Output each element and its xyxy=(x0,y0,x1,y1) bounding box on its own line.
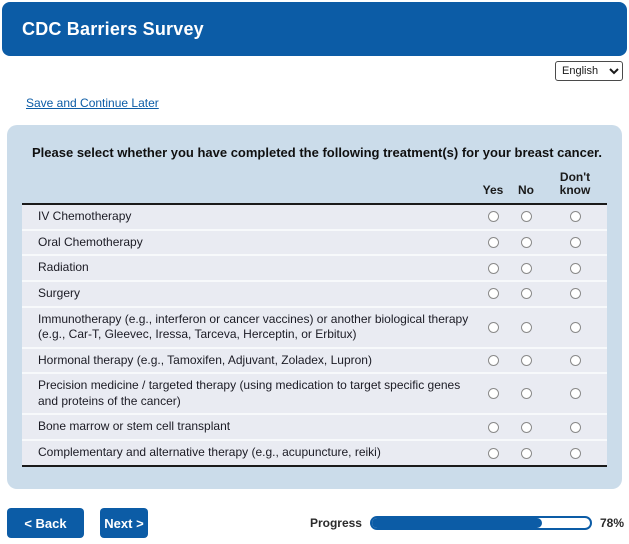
language-select[interactable]: English xyxy=(555,61,623,81)
question-panel: Please select whether you have completed… xyxy=(7,125,622,490)
treatment-label: Surgery xyxy=(38,285,81,300)
radio-yes[interactable] xyxy=(487,237,499,249)
radio-dontknow[interactable] xyxy=(569,211,581,223)
progress-percent: 78% xyxy=(599,516,624,530)
page-title: CDC Barriers Survey xyxy=(22,18,204,39)
footer-bar: < Back Next > Progress 78% xyxy=(0,508,629,538)
radio-no[interactable] xyxy=(520,237,532,249)
radio-dontknow[interactable] xyxy=(569,355,581,366)
radio-no[interactable] xyxy=(520,288,532,300)
treatment-label: Immunotherapy (e.g., interferon or cance… xyxy=(38,311,469,342)
radio-yes[interactable] xyxy=(487,421,499,433)
radio-no[interactable] xyxy=(520,321,532,333)
treatment-label: Radiation xyxy=(38,260,89,275)
language-bar: English xyxy=(0,56,629,81)
treatment-label: Complementary and alternative therapy (e… xyxy=(38,445,381,460)
treatment-label: Hormonal therapy (e.g., Tamoxifen, Adjuv… xyxy=(38,352,372,367)
next-button[interactable]: Next > xyxy=(100,508,148,538)
table-row: Radiation xyxy=(22,256,607,282)
matrix-column-headers: Yes No Don't know xyxy=(22,169,607,203)
radio-yes[interactable] xyxy=(487,447,499,459)
table-row: Immunotherapy (e.g., interferon or cance… xyxy=(22,307,607,349)
table-row: Surgery xyxy=(22,281,607,308)
radio-yes[interactable] xyxy=(487,388,499,400)
radio-no[interactable] xyxy=(520,211,532,223)
radio-dontknow[interactable] xyxy=(569,421,581,433)
save-and-continue-link[interactable]: Save and Continue Later xyxy=(26,96,159,110)
table-row: Oral Chemotherapy xyxy=(22,230,607,257)
radio-dontknow[interactable] xyxy=(569,288,581,300)
radio-yes[interactable] xyxy=(487,288,499,300)
radio-dontknow[interactable] xyxy=(569,262,581,274)
progress-bar-fill xyxy=(371,518,542,528)
treatment-label: Bone marrow or stem cell transplant xyxy=(38,419,231,434)
radio-no[interactable] xyxy=(520,421,532,433)
radio-dontknow[interactable] xyxy=(569,237,581,249)
radio-dontknow[interactable] xyxy=(569,447,581,459)
app-header: CDC Barriers Survey xyxy=(2,2,627,56)
radio-dontknow[interactable] xyxy=(569,388,581,400)
radio-no[interactable] xyxy=(520,388,532,400)
table-row: IV Chemotherapy xyxy=(22,205,607,231)
radio-yes[interactable] xyxy=(487,321,499,333)
question-text: Please select whether you have completed… xyxy=(32,145,603,160)
radio-no[interactable] xyxy=(520,262,532,274)
table-row: Bone marrow or stem cell transplant xyxy=(22,415,607,442)
back-button[interactable]: < Back xyxy=(7,508,84,538)
table-row: Precision medicine / targeted therapy (u… xyxy=(22,374,607,416)
progress-label: Progress xyxy=(309,516,362,530)
table-row: Complementary and alternative therapy (e… xyxy=(22,441,607,466)
radio-yes[interactable] xyxy=(487,355,499,366)
radio-no[interactable] xyxy=(520,355,532,366)
treatment-label: IV Chemotherapy xyxy=(38,209,132,224)
radio-dontknow[interactable] xyxy=(569,321,581,333)
progress-group: Progress 78% xyxy=(310,516,629,530)
table-row: Hormonal therapy (e.g., Tamoxifen, Adjuv… xyxy=(22,348,607,375)
treatment-label: Oral Chemotherapy xyxy=(38,234,143,249)
column-header-yes: Yes xyxy=(482,183,504,198)
radio-no[interactable] xyxy=(520,447,532,459)
radio-yes[interactable] xyxy=(487,262,499,274)
treatment-label: Precision medicine / targeted therapy (u… xyxy=(38,378,461,408)
progress-bar xyxy=(369,516,592,530)
treatment-matrix: IV Chemotherapy Oral Chemotherapy Radiatio… xyxy=(22,203,607,468)
radio-yes[interactable] xyxy=(487,211,499,223)
column-header-no: No xyxy=(518,183,534,198)
column-header-dont-know: Don't know xyxy=(559,169,591,198)
